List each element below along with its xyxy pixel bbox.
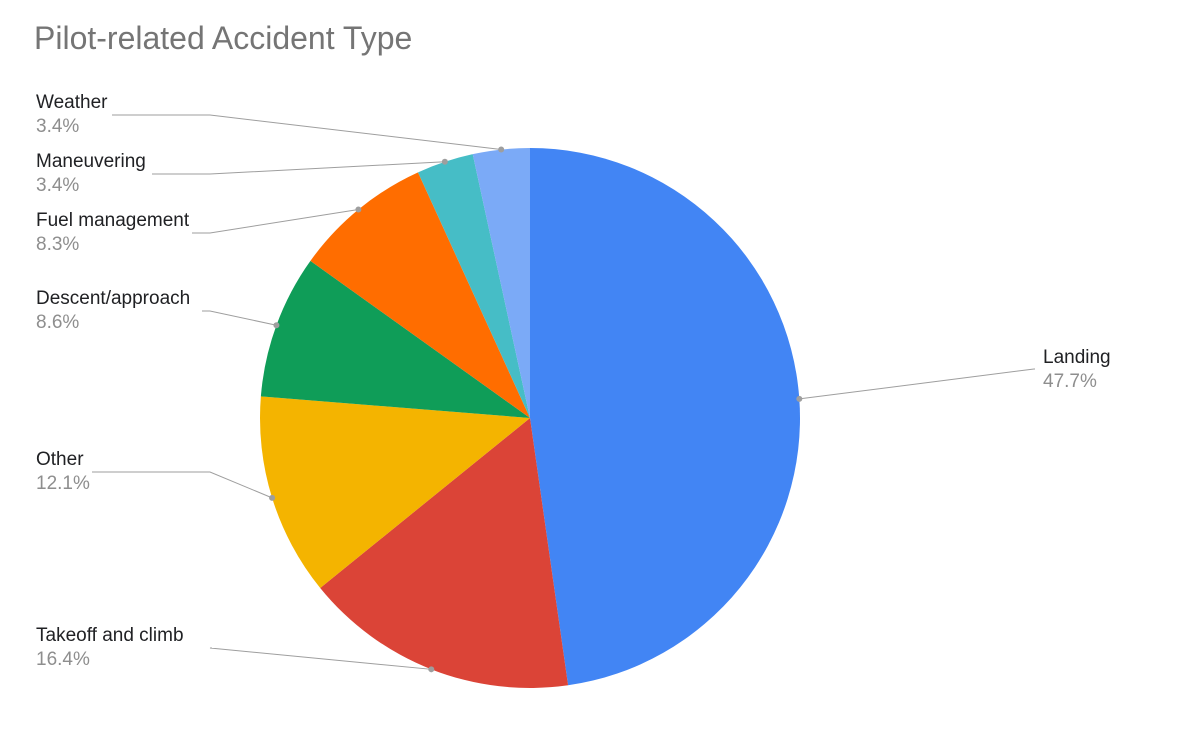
leader-line	[152, 162, 445, 174]
pie-label-name: Landing	[1043, 346, 1111, 370]
pie-label-name: Maneuvering	[36, 150, 146, 174]
pie-label-name: Fuel management	[36, 209, 189, 233]
pie-label-name: Other	[36, 448, 90, 472]
pie-label-name: Descent/approach	[36, 287, 190, 311]
leader-line	[192, 210, 358, 233]
pie-label-pct: 8.6%	[36, 311, 190, 335]
pie-slice	[530, 148, 800, 685]
pie-label-pct: 3.4%	[36, 115, 107, 139]
pie-label-pct: 16.4%	[36, 648, 184, 672]
pie-label: Other12.1%	[36, 448, 90, 496]
leader-line	[799, 369, 1035, 399]
pie-label-pct: 8.3%	[36, 233, 189, 257]
pie-label-name: Takeoff and climb	[36, 624, 184, 648]
pie-label: Weather3.4%	[36, 91, 107, 139]
leader-line	[92, 472, 272, 498]
pie-label: Takeoff and climb16.4%	[36, 624, 184, 672]
leader-line	[112, 115, 501, 150]
pie-label: Landing47.7%	[1043, 346, 1111, 394]
pie-label: Fuel management8.3%	[36, 209, 189, 257]
pie-label-pct: 47.7%	[1043, 370, 1111, 394]
leader-line	[202, 311, 276, 325]
pie-label-name: Weather	[36, 91, 107, 115]
pie-label-pct: 3.4%	[36, 174, 146, 198]
pie-label: Descent/approach8.6%	[36, 287, 190, 335]
pie-label-pct: 12.1%	[36, 472, 90, 496]
pie-label: Maneuvering3.4%	[36, 150, 146, 198]
